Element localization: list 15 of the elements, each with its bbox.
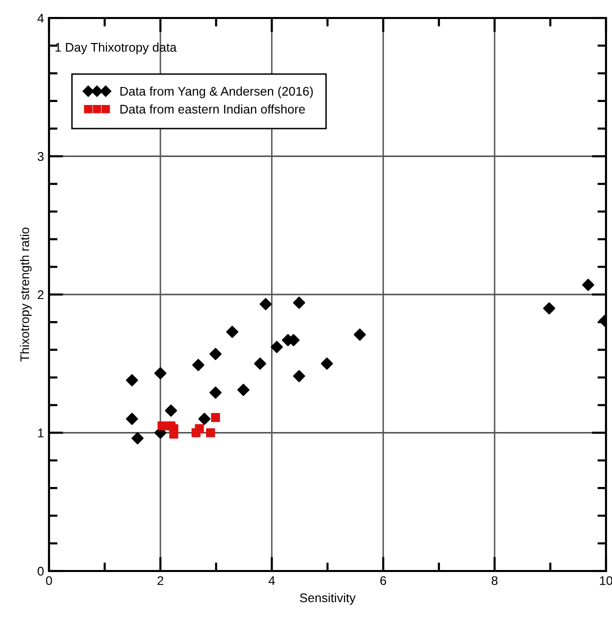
y-axis-title: Thixotropy strength ratio <box>20 228 32 362</box>
x-axis-title: Sensitivity <box>300 593 356 605</box>
y-tick-label: 1 <box>38 428 44 438</box>
legend-label: Data from Yang & Andersen (2016) <box>120 86 313 98</box>
x-tick-label: 8 <box>492 576 498 586</box>
y-tick-label: 4 <box>37 14 44 23</box>
x-tick-label: 4 <box>268 576 275 585</box>
x-tick-label: 10 <box>600 576 612 586</box>
y-tick-label: 2 <box>38 290 44 300</box>
x-tick-label: 6 <box>380 576 386 586</box>
x-tick-label: 2 <box>158 576 164 585</box>
x-tick-label: 0 <box>46 576 52 586</box>
y-tick-label: 0 <box>38 566 44 576</box>
legend-label: Data from eastern Indian offshore <box>120 104 305 114</box>
y-tick-label: 3 <box>38 152 44 161</box>
